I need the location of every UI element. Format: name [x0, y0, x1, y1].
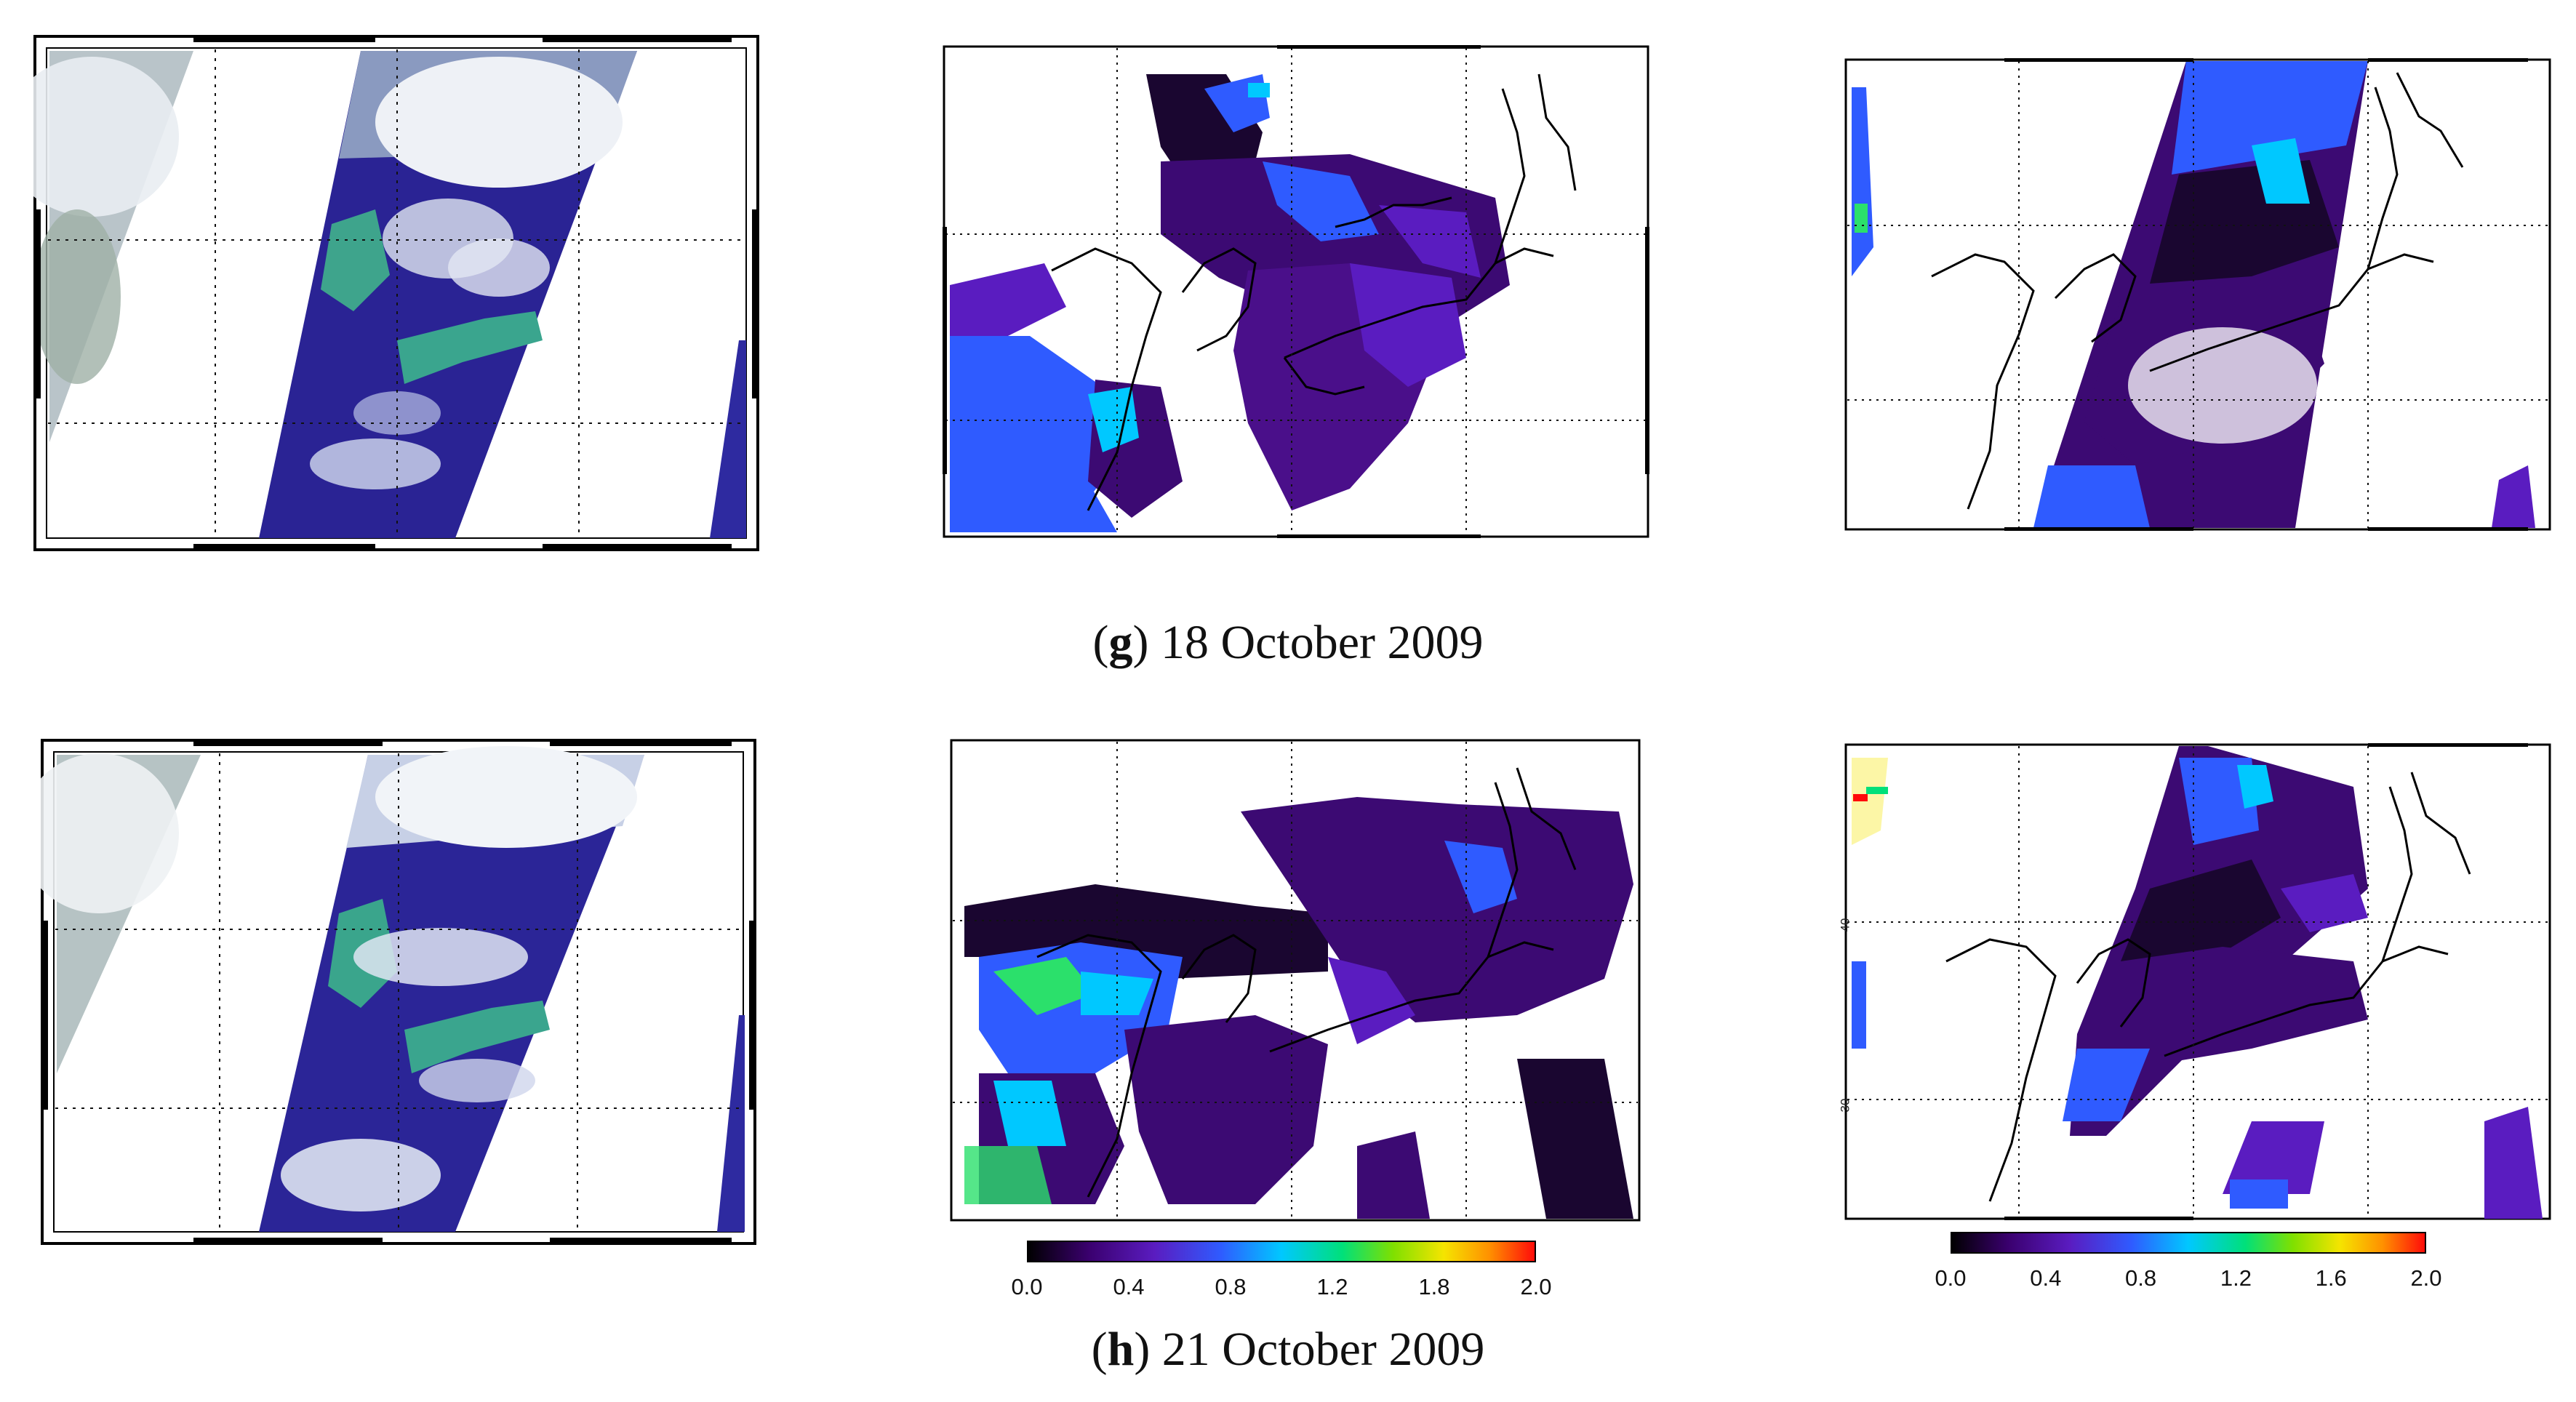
panel-h-aod-a: [950, 739, 1641, 1222]
tick-label: 1.2: [1316, 1274, 1348, 1299]
caption-letter: h: [1107, 1323, 1135, 1376]
tick-label: 2.0: [2410, 1265, 2442, 1291]
panel-g-aod-b: [1844, 58, 2551, 531]
colorbar-gradient: [1027, 1241, 1536, 1262]
true-color-map: [41, 739, 756, 1245]
colorbar-b: 0.0 0.4 0.8 1.2 1.6 2.0: [1935, 1232, 2442, 1297]
tick-label: 2.0: [1520, 1274, 1552, 1299]
aod-map: [1844, 58, 2551, 531]
aod-map: [1844, 743, 2551, 1220]
tick-label: 0.8: [1215, 1274, 1247, 1299]
colorbar-gradient: [1951, 1232, 2426, 1254]
aod-map: [950, 739, 1641, 1222]
tick-label: 1.6: [2315, 1265, 2347, 1291]
caption-letter: g: [1108, 616, 1133, 669]
panel-g-aod-a: [943, 45, 1649, 538]
tick-label: 1.8: [1418, 1274, 1450, 1299]
caption-date: 18 October 2009: [1160, 616, 1484, 669]
caption-h: (h) 21 October 2009: [1091, 1323, 1485, 1376]
tick-label: 1.2: [2220, 1265, 2252, 1291]
lat-label-upper: 40: [1838, 918, 1852, 932]
lat-label-lower: 30: [1838, 1098, 1852, 1113]
panel-g-true-color: [33, 35, 759, 551]
tick-label: 0.0: [1011, 1274, 1043, 1299]
aod-map: [943, 45, 1649, 538]
tick-label: 0.8: [2125, 1265, 2157, 1291]
tick-label: 0.4: [2030, 1265, 2062, 1291]
caption-date: 21 October 2009: [1161, 1323, 1485, 1376]
colorbar-a: 0.0 0.4 0.8 1.2 1.8 2.0: [1011, 1241, 1552, 1306]
tick-label: 0.4: [1113, 1274, 1145, 1299]
tick-label: 0.0: [1935, 1265, 1967, 1291]
panel-h-true-color: [41, 739, 756, 1245]
true-color-map: [33, 35, 759, 551]
caption-g: (g) 18 October 2009: [1092, 616, 1484, 669]
panel-h-aod-b: 40 30: [1838, 743, 2551, 1220]
